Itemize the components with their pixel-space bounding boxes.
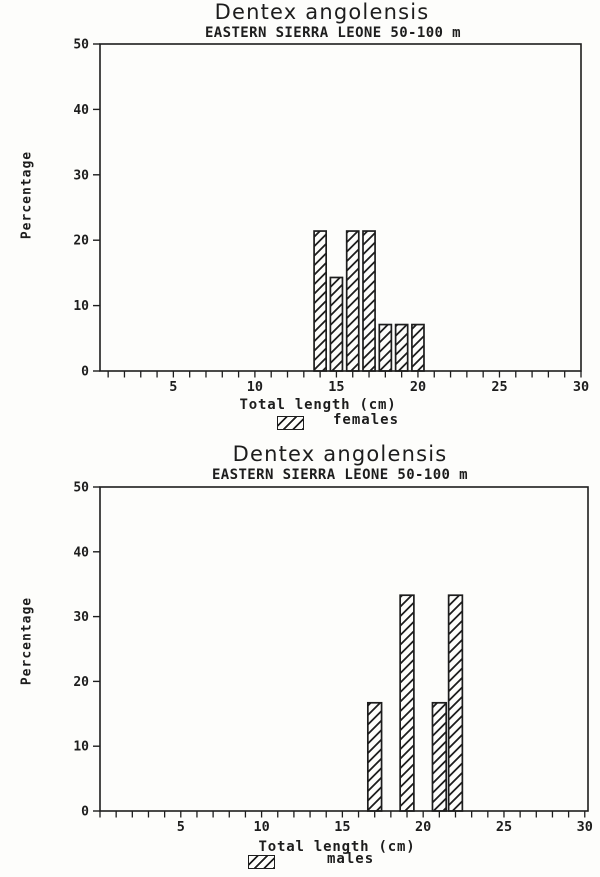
x-tick-label: 5 (169, 379, 177, 395)
bar (411, 323, 425, 372)
chart-subtitle-females: EASTERN SIERRA LEONE 50-100 m (204, 25, 462, 41)
x-tick-label: 25 (491, 379, 507, 395)
bar (345, 230, 360, 372)
y-tick-label: 20 (73, 675, 89, 690)
x-tick-label: 20 (415, 819, 431, 835)
y-tick-label: 0 (81, 805, 89, 820)
y-axis-label-females: Percentage (19, 150, 35, 240)
y-tick-label: 30 (73, 610, 89, 625)
y-tick-label: 30 (73, 168, 89, 183)
x-tick-label: 10 (247, 379, 263, 395)
y-tick-label: 10 (73, 299, 89, 314)
x-tick-label: 25 (496, 819, 512, 835)
x-tick-label: 20 (410, 379, 426, 395)
bar (362, 230, 376, 372)
legend-hatch-swatch-males (248, 855, 275, 869)
y-axis-label-males: Percentage (19, 596, 35, 686)
y-tick-label: 40 (73, 103, 89, 118)
bar (378, 323, 393, 372)
y-tick-label: 50 (73, 481, 89, 496)
legend-label-females: females (333, 412, 400, 428)
plot-box (99, 486, 589, 812)
x-tick-label: 10 (253, 819, 269, 835)
bar (399, 594, 415, 812)
bar (394, 323, 409, 372)
y-tick-label: 10 (73, 740, 89, 755)
y-tick-label: 50 (73, 38, 89, 53)
x-axis-label-females: Total length (cm) (239, 397, 397, 413)
chart-subtitle-males: EASTERN SIERRA LEONE 50-100 m (211, 467, 469, 483)
legend-label-males: males (327, 851, 375, 867)
bar (431, 701, 448, 812)
y-tick-label: 0 (81, 365, 89, 380)
y-tick-label: 40 (73, 545, 89, 560)
chart-title-females: Dentex angolensis (214, 0, 430, 24)
x-tick-label: 15 (328, 379, 344, 395)
bar (329, 276, 344, 372)
x-tick-label: 15 (334, 819, 350, 835)
bar (366, 701, 383, 812)
chart-title-males: Dentex angolensis (232, 442, 448, 466)
legend-hatch-swatch-females (277, 416, 304, 430)
x-tick-label: 30 (573, 379, 589, 395)
x-axis-label-males: Total length (cm) (258, 839, 416, 855)
x-tick-label: 5 (177, 819, 185, 835)
bar (313, 230, 328, 372)
bar (447, 594, 464, 812)
y-tick-label: 20 (73, 234, 89, 249)
x-tick-label: 30 (577, 819, 593, 835)
